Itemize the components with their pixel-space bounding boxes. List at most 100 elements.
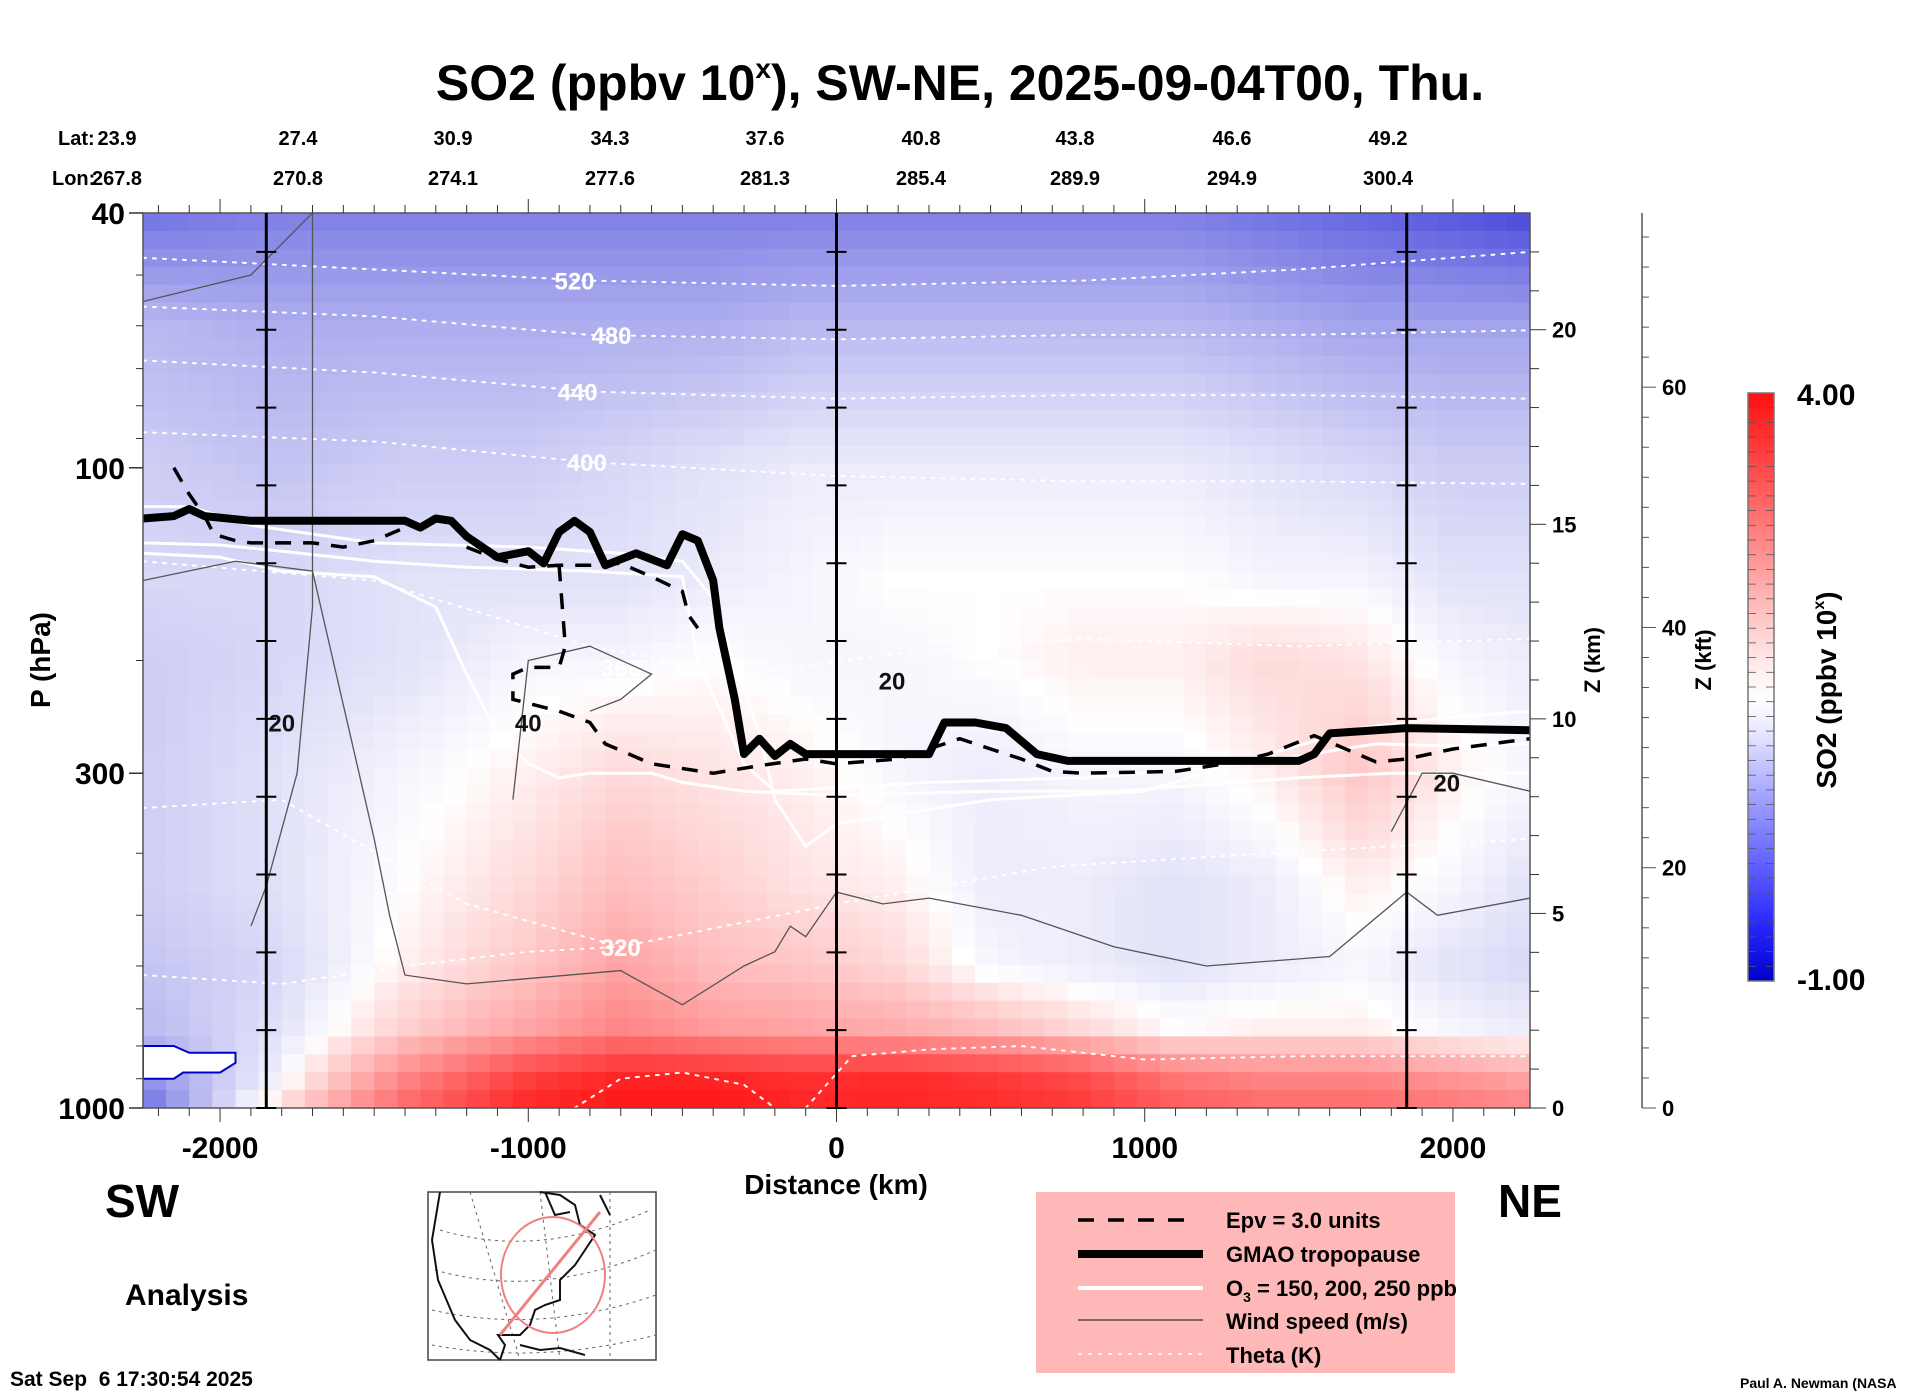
so2-cell	[1368, 248, 1392, 268]
so2-cell	[1229, 1018, 1254, 1037]
so2-cell	[189, 857, 213, 876]
so2-cell	[1483, 893, 1508, 912]
so2-cell	[1067, 409, 1092, 429]
so2-cell	[952, 624, 976, 644]
so2-cell	[1137, 213, 1161, 232]
so2-cell	[374, 875, 398, 894]
so2-cell	[1160, 732, 1184, 751]
so2-cell	[374, 606, 398, 626]
so2-cell	[674, 875, 699, 894]
so2-cell	[351, 785, 375, 805]
lon-value: 285.4	[896, 168, 947, 190]
lon-value: 267.8	[92, 168, 142, 190]
so2-cell	[1414, 785, 1439, 805]
so2-cell	[952, 821, 976, 841]
so2-cell	[929, 1000, 953, 1020]
so2-cell	[212, 1000, 236, 1020]
so2-cell	[1090, 857, 1115, 876]
so2-cell	[905, 821, 930, 841]
so2-cell	[420, 839, 445, 858]
so2-cell	[351, 553, 375, 572]
so2-cell	[536, 266, 560, 286]
so2-cell	[443, 213, 468, 232]
so2-cell	[1229, 982, 1254, 1002]
so2-cell	[1322, 1054, 1346, 1073]
z-kft-tick-label: 40	[1662, 615, 1686, 640]
so2-cell	[166, 338, 190, 357]
so2-cell	[1206, 517, 1231, 536]
so2-cell	[1183, 409, 1207, 429]
so2-cell	[397, 893, 421, 912]
so2-cell	[374, 427, 398, 447]
so2-cell	[1483, 1072, 1508, 1091]
so2-cell	[952, 660, 976, 679]
so2-cell	[466, 1018, 491, 1037]
so2-cell	[929, 409, 953, 429]
so2-cell	[1391, 857, 1415, 876]
so2-cell	[1252, 338, 1277, 357]
so2-cell	[1252, 230, 1277, 250]
so2-cell	[1460, 588, 1485, 608]
so2-cell	[905, 481, 930, 500]
so2-cell	[1252, 857, 1277, 876]
so2-cell	[929, 660, 953, 679]
so2-cell	[836, 284, 861, 304]
so2-cell	[605, 893, 629, 912]
so2-cell	[1113, 409, 1138, 429]
so2-cell	[882, 392, 907, 411]
so2-cell	[1298, 553, 1323, 572]
so2-cell	[258, 750, 283, 769]
so2-cell	[1275, 929, 1300, 948]
so2-cell	[281, 248, 306, 268]
so2-cell	[1137, 803, 1161, 823]
so2-cell	[374, 732, 398, 751]
so2-cell	[1460, 338, 1485, 357]
so2-cell	[559, 1000, 583, 1020]
so2-cell	[1137, 696, 1161, 715]
so2-cell	[836, 1072, 861, 1091]
so2-cell	[1414, 1000, 1439, 1020]
so2-cell	[744, 213, 768, 232]
so2-cell	[720, 946, 745, 966]
so2-cell	[836, 392, 861, 411]
so2-cell	[1021, 660, 1046, 679]
so2-cell	[1206, 1036, 1231, 1055]
so2-cell	[836, 803, 861, 823]
so2-cell	[1391, 946, 1415, 966]
so2-cell	[1160, 893, 1184, 912]
so2-cell	[905, 1000, 930, 1020]
so2-cell	[327, 338, 352, 357]
x-tick-label: -1000	[490, 1132, 567, 1165]
so2-cell	[212, 284, 236, 304]
so2-cell	[1368, 678, 1392, 697]
so2-cell	[975, 660, 999, 679]
so2-cell	[1137, 982, 1161, 1002]
so2-cell	[1322, 660, 1346, 679]
so2-cell	[327, 785, 352, 805]
so2-cell	[905, 946, 930, 966]
so2-cell	[1044, 893, 1069, 912]
so2-cell	[420, 1090, 445, 1108]
so2-cell	[397, 571, 421, 590]
so2-cell	[1044, 356, 1069, 375]
so2-cell	[1368, 821, 1392, 841]
so2-cell	[929, 893, 953, 912]
so2-cell	[281, 964, 306, 984]
so2-cell	[1160, 392, 1184, 411]
so2-cell	[651, 230, 676, 250]
so2-cell	[929, 785, 953, 805]
so2-cell	[1322, 302, 1346, 321]
x-tick-label: 1000	[1111, 1132, 1178, 1165]
so2-cell	[1183, 320, 1207, 339]
so2-cell	[1183, 660, 1207, 679]
so2-cell	[235, 481, 260, 500]
so2-cell	[790, 696, 814, 715]
so2-cell	[1044, 571, 1069, 590]
so2-cell	[975, 427, 999, 447]
so2-cell	[813, 803, 838, 823]
so2-cell	[697, 248, 722, 268]
so2-cell	[1437, 750, 1462, 769]
so2-cell	[882, 1054, 907, 1073]
so2-cell	[258, 356, 283, 375]
so2-cell	[1252, 803, 1277, 823]
